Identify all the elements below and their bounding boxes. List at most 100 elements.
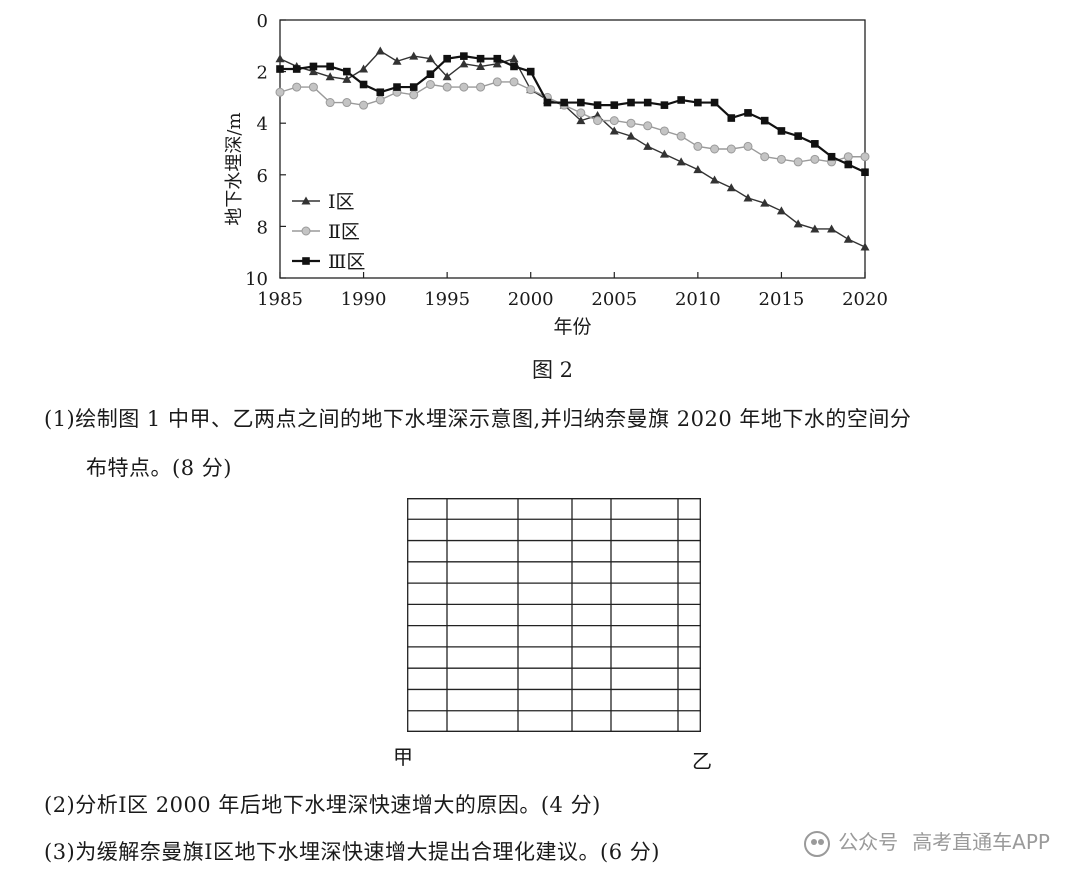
groundwater-depth-chart: 1985 1990 1995 2000 2005 2010 2015 2020 0 2 4 6 8 10 年… bbox=[224, 11, 888, 338]
series-1-point bbox=[425, 54, 435, 63]
series-1-point bbox=[710, 175, 720, 184]
series-1-point bbox=[726, 183, 736, 192]
series-2-point bbox=[526, 85, 536, 95]
question-1-line-2: 布特点。(8 分) bbox=[86, 456, 232, 480]
series-2-point bbox=[810, 154, 820, 164]
watermark: 公众号 高考直通车APP bbox=[804, 826, 1050, 857]
y-tick-label: 4 bbox=[257, 114, 268, 135]
series-3-point bbox=[794, 132, 802, 140]
series-3-point bbox=[526, 67, 535, 76]
series-3-point bbox=[476, 54, 485, 63]
series-2-point bbox=[476, 82, 486, 92]
x-tick-label: 2005 bbox=[591, 289, 637, 310]
series-1-point bbox=[860, 242, 870, 251]
y-tick-label: 6 bbox=[257, 166, 268, 187]
series-3-point bbox=[326, 62, 334, 71]
series-2-point bbox=[676, 131, 686, 141]
series-3-point bbox=[627, 98, 635, 107]
y-axis-label: 地下水埋深/m bbox=[224, 112, 245, 225]
series-3-point bbox=[677, 96, 685, 104]
grid-label-jia: 甲 bbox=[393, 745, 413, 769]
series-1-point bbox=[827, 224, 837, 233]
wechat-icon bbox=[804, 830, 831, 857]
series-3-point bbox=[560, 98, 568, 107]
series-3-point bbox=[760, 116, 769, 125]
series-1-point bbox=[643, 141, 653, 150]
legend-label-3: Ⅲ区 bbox=[328, 251, 365, 273]
series-1-point bbox=[359, 64, 369, 73]
series-1-point bbox=[693, 165, 703, 174]
x-tick-label: 2015 bbox=[759, 289, 805, 310]
answer-drawing-grid bbox=[407, 498, 701, 732]
series-3-point bbox=[460, 52, 468, 60]
series-2-point bbox=[726, 144, 736, 154]
series-1-point bbox=[810, 224, 820, 233]
series-3-point bbox=[744, 109, 752, 117]
series-2-point bbox=[492, 77, 502, 87]
series-1-point bbox=[342, 74, 352, 83]
series-1-point bbox=[459, 59, 469, 68]
y-tick-label: 2 bbox=[257, 63, 268, 84]
series-3-point bbox=[710, 98, 719, 107]
series-3-point bbox=[276, 65, 284, 73]
series-2-point bbox=[793, 157, 803, 167]
series-2-point bbox=[760, 152, 770, 162]
series-1-point bbox=[676, 157, 686, 166]
series-2-point bbox=[743, 141, 753, 151]
series-3-point bbox=[827, 152, 836, 161]
series-2-point bbox=[576, 108, 586, 118]
series-1-point bbox=[308, 67, 318, 76]
series-line-2 bbox=[279, 81, 865, 163]
series-2-point bbox=[710, 144, 720, 154]
series-3-point bbox=[660, 101, 669, 109]
series-2-point bbox=[292, 82, 302, 92]
question-2: (2)分析Ⅰ区 2000 年后地下水埋深快速增大的原因。(4 分) bbox=[44, 793, 601, 817]
x-tick-label: 1995 bbox=[424, 289, 470, 310]
series-3-point bbox=[359, 80, 368, 89]
x-tick-label: 2000 bbox=[508, 289, 554, 310]
answer-grid-lines bbox=[407, 498, 701, 732]
series-1-point bbox=[509, 54, 519, 63]
series-2-point bbox=[425, 80, 435, 89]
series-2-point bbox=[776, 154, 786, 164]
series-3-point bbox=[510, 62, 518, 71]
series-2-point bbox=[325, 98, 335, 108]
series-2-point bbox=[342, 98, 352, 108]
series-1-point bbox=[375, 46, 385, 55]
series-2-point bbox=[359, 100, 369, 110]
series-3-point bbox=[643, 98, 652, 107]
series-1-point bbox=[626, 131, 636, 140]
series-3-point bbox=[577, 98, 585, 107]
series-3-point bbox=[343, 67, 351, 76]
plot-frame bbox=[279, 19, 866, 279]
series-3-point bbox=[593, 101, 602, 109]
series-3-point bbox=[811, 140, 819, 148]
series-1-point bbox=[743, 193, 753, 202]
series-1-point bbox=[476, 61, 486, 70]
watermark-platform: 公众号 bbox=[838, 830, 899, 854]
x-axis-label: 年份 bbox=[553, 316, 591, 338]
series-3-point bbox=[543, 98, 552, 107]
series-1-point bbox=[793, 219, 803, 228]
grid-label-yi: 乙 bbox=[692, 749, 712, 773]
series-1-point bbox=[576, 116, 586, 125]
series-3-point bbox=[443, 54, 451, 63]
series-1-point bbox=[843, 234, 853, 243]
series-2-point bbox=[442, 82, 452, 92]
legend-label-1: Ⅰ区 bbox=[328, 191, 355, 213]
x-tick-label: 2010 bbox=[675, 289, 721, 310]
series-2-point bbox=[643, 121, 653, 131]
series-1-point bbox=[442, 72, 452, 81]
series-2-point bbox=[626, 118, 636, 128]
series-2-point bbox=[275, 87, 285, 97]
series-3-point bbox=[426, 70, 435, 78]
figure-caption: 图 2 bbox=[531, 358, 574, 382]
series-1-point bbox=[760, 198, 770, 207]
series-2-point bbox=[308, 82, 318, 92]
series-3-point bbox=[393, 83, 401, 91]
x-tick-label: 1985 bbox=[257, 289, 303, 310]
series-line-3 bbox=[280, 55, 866, 174]
legend-label-2: Ⅱ区 bbox=[328, 221, 360, 243]
series-3-point bbox=[292, 65, 301, 73]
series-3-point bbox=[610, 101, 619, 109]
